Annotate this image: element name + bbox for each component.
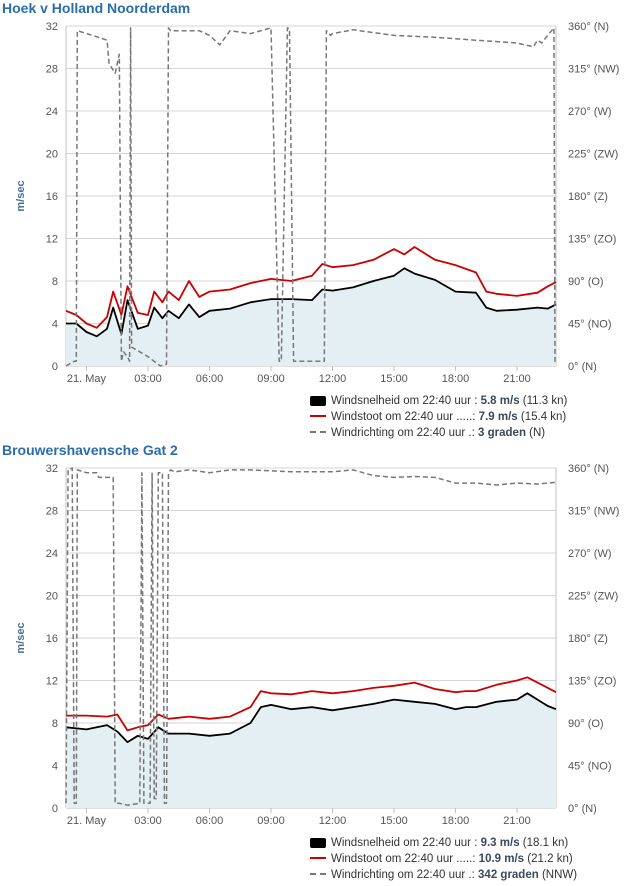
y-tick-label: 20 xyxy=(46,591,58,603)
chart-title: Brouwershavensche Gat 2 xyxy=(2,442,178,458)
legend-symbol-direction xyxy=(310,430,326,433)
chart-panel-brouwershaven: Brouwershavensche Gat 2 0 0° (N) 4 45° (NO)… xyxy=(0,442,630,886)
series-line-windstoot xyxy=(65,246,557,329)
y-tick-label: 4 xyxy=(52,761,58,773)
y2-tick-label: 0° (N) xyxy=(568,361,597,373)
x-tick-label: 21. May xyxy=(67,373,107,385)
x-tick-label: 15:00 xyxy=(380,373,408,385)
y2-tick-label: 90° (O) xyxy=(568,718,604,730)
y2-tick-label: 270° (W) xyxy=(568,548,612,560)
legend-item-windsnelheid[interactable]: Windsnelheid om 22:40 uur : 9.3 m/s (18.… xyxy=(310,835,577,851)
legend-value: 10.9 m/s xyxy=(478,853,525,865)
legend-extra: (21.2 kn) xyxy=(527,853,573,865)
legend-label: Windsnelheid om 22:40 uur : xyxy=(331,395,478,407)
legend-symbol-speed xyxy=(310,837,326,848)
y2-tick-label: 180° (Z) xyxy=(568,633,608,645)
series-line-windsnelheid xyxy=(66,267,557,338)
x-tick-label: 06:00 xyxy=(196,373,224,385)
x-tick-label: 06:00 xyxy=(196,815,224,827)
x-tick-label: 03:00 xyxy=(134,373,162,385)
wind-chart-hoek: 0 0° (N) 4 45° (NO) 8 90° (O) 12 135° (ZO) 16 180… xyxy=(15,21,619,385)
legend-label: Windsnelheid om 22:40 uur : xyxy=(331,837,478,849)
y-tick-label: 8 xyxy=(52,276,58,288)
legend-extra: (15.4 kn) xyxy=(520,411,567,423)
x-tick-label: 18:00 xyxy=(442,373,470,385)
y-tick-label: 28 xyxy=(46,506,58,518)
y-tick-label: 12 xyxy=(46,676,58,688)
x-tick-label: 21:00 xyxy=(503,373,531,385)
series-area-windsnelheid xyxy=(66,268,556,366)
y-tick-label: 12 xyxy=(46,234,58,246)
x-tick-label: 12:00 xyxy=(319,373,347,385)
x-tick-label: 18:00 xyxy=(442,815,470,827)
legend-value: 7.9 m/s xyxy=(478,411,518,423)
y2-tick-label: 180° (Z) xyxy=(568,191,608,203)
y2-tick-label: 315° (NW) xyxy=(568,506,619,518)
legend-item-windstoot[interactable]: Windstoot om 22:40 uur .....: 7.9 m/s (1… xyxy=(310,409,567,425)
y2-tick-label: 45° (NO) xyxy=(568,319,612,331)
legend-value: 3 graden xyxy=(478,427,526,439)
legend-item-windrichting[interactable]: Windrichting om 22:40 uur .: 3 graden (N… xyxy=(310,425,567,441)
legend-symbol-direction xyxy=(310,872,326,875)
legend-symbol-gust xyxy=(310,856,326,859)
y2-tick-label: 135° (ZO) xyxy=(568,234,616,246)
y2-tick-label: 90° (O) xyxy=(568,276,604,288)
legend-value: 5.8 m/s xyxy=(480,395,520,407)
legend-item-windrichting[interactable]: Windrichting om 22:40 uur .: 342 graden … xyxy=(310,867,577,883)
y-tick-label: 24 xyxy=(46,548,58,560)
legend-item-windstoot[interactable]: Windstoot om 22:40 uur .....: 10.9 m/s (… xyxy=(310,851,577,867)
y2-tick-label: 360° (N) xyxy=(568,463,609,475)
series-area-windsnelheid xyxy=(66,693,556,808)
y-tick-label: 0 xyxy=(52,361,58,373)
legend-extra: (N) xyxy=(529,427,546,439)
y-tick-label: 20 xyxy=(46,149,58,161)
y2-tick-label: 225° (ZW) xyxy=(568,591,618,603)
chart-legend: Windsnelheid om 22:40 uur : 9.3 m/s (18.… xyxy=(310,835,577,883)
legend-symbol-speed xyxy=(310,395,326,406)
legend-value: 9.3 m/s xyxy=(480,837,520,849)
legend-symbol-gust xyxy=(310,414,326,417)
y-tick-label: 28 xyxy=(46,64,58,76)
y-tick-label: 16 xyxy=(46,633,58,645)
legend-extra: (18.1 kn) xyxy=(522,837,569,849)
legend-label: Windrichting om 22:40 uur .: xyxy=(331,427,475,439)
wind-chart-brouwershaven: 0 0° (N) 4 45° (NO) 8 90° (O) 12 135° (ZO) 16 180… xyxy=(15,463,619,827)
y2-tick-label: 135° (ZO) xyxy=(568,676,616,688)
x-tick-label: 15:00 xyxy=(380,815,408,827)
y-tick-label: 32 xyxy=(46,463,58,475)
chart-panel-hoek: Hoek v Holland Noorderdam 0 0° (N) 4 45° (N… xyxy=(0,0,630,440)
x-tick-label: 12:00 xyxy=(319,815,347,827)
legend-value: 342 graden xyxy=(478,869,539,881)
y2-tick-label: 360° (N) xyxy=(568,21,609,33)
legend-extra: (11.3 kn) xyxy=(522,395,568,407)
legend-label: Windrichting om 22:40 uur .: xyxy=(331,869,475,881)
x-tick-label: 21. May xyxy=(67,815,107,827)
legend-label: Windstoot om 22:40 uur .....: xyxy=(331,411,476,423)
legend-item-windsnelheid[interactable]: Windsnelheid om 22:40 uur : 5.8 m/s (11.… xyxy=(310,393,567,409)
y-tick-label: 16 xyxy=(46,191,58,203)
series-line-windrichting xyxy=(65,27,557,367)
y2-tick-label: 270° (W) xyxy=(568,106,612,118)
x-tick-label: 03:00 xyxy=(134,815,162,827)
x-tick-label: 21:00 xyxy=(503,815,531,827)
series-line-windstoot xyxy=(66,676,557,732)
y-tick-label: 24 xyxy=(46,106,58,118)
y-axis-label: m/sec xyxy=(15,180,27,211)
x-tick-label: 09:00 xyxy=(257,373,285,385)
legend-extra: (NNW) xyxy=(541,869,578,881)
y-tick-label: 8 xyxy=(52,718,58,730)
y2-tick-label: 225° (ZW) xyxy=(568,149,618,161)
y2-tick-label: 45° (NO) xyxy=(568,761,612,773)
chart-title: Hoek v Holland Noorderdam xyxy=(2,0,191,16)
y-axis-label: m/sec xyxy=(15,622,27,653)
chart-legend: Windsnelheid om 22:40 uur : 5.8 m/s (11.… xyxy=(310,393,567,441)
y-tick-label: 32 xyxy=(46,21,58,33)
y-tick-label: 4 xyxy=(52,319,58,331)
series-line-windrichting xyxy=(65,467,557,806)
y2-tick-label: 315° (NW) xyxy=(568,64,619,76)
x-tick-label: 09:00 xyxy=(257,815,285,827)
y2-tick-label: 0° (N) xyxy=(568,803,597,815)
legend-label: Windstoot om 22:40 uur .....: xyxy=(331,853,476,865)
y-tick-label: 0 xyxy=(52,803,58,815)
